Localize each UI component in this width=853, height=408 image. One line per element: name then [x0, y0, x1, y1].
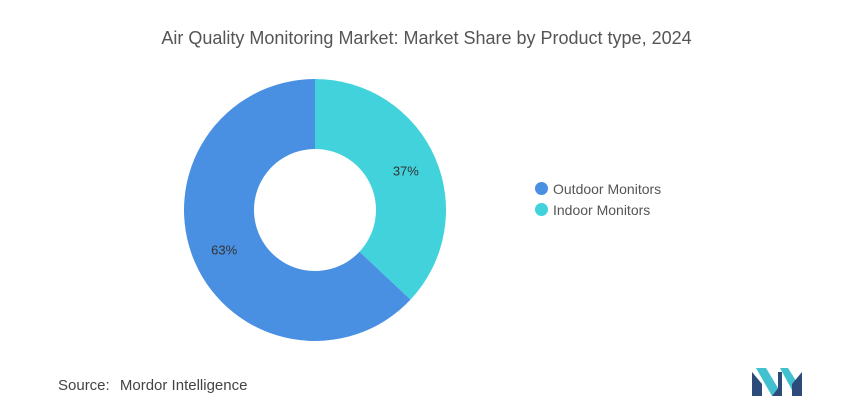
- source-note: Source: Mordor Intelligence: [58, 377, 247, 394]
- mordor-logo-icon: [752, 368, 802, 396]
- legend-swatch-outdoor: [535, 182, 548, 195]
- legend-label-indoor: Indoor Monitors: [553, 201, 651, 218]
- slice-outdoor[interactable]: [184, 79, 411, 341]
- chart-title: Air Quality Monitoring Market: Market Sh…: [161, 28, 692, 48]
- legend-swatch-indoor: [535, 203, 548, 216]
- slice-indoor[interactable]: [315, 79, 446, 300]
- slice-label-outdoor: 63%: [211, 242, 237, 257]
- chart-legend: Outdoor Monitors Indoor Monitors: [535, 178, 661, 220]
- source-value: Mordor Intelligence: [119, 377, 248, 394]
- slice-label-indoor: 37%: [393, 164, 419, 179]
- legend-label-outdoor: Outdoor Monitors: [553, 180, 662, 197]
- legend-item-indoor[interactable]: Indoor Monitors: [535, 199, 661, 220]
- source-label: Source:: [58, 377, 110, 394]
- legend-item-outdoor[interactable]: Outdoor Monitors: [535, 178, 661, 199]
